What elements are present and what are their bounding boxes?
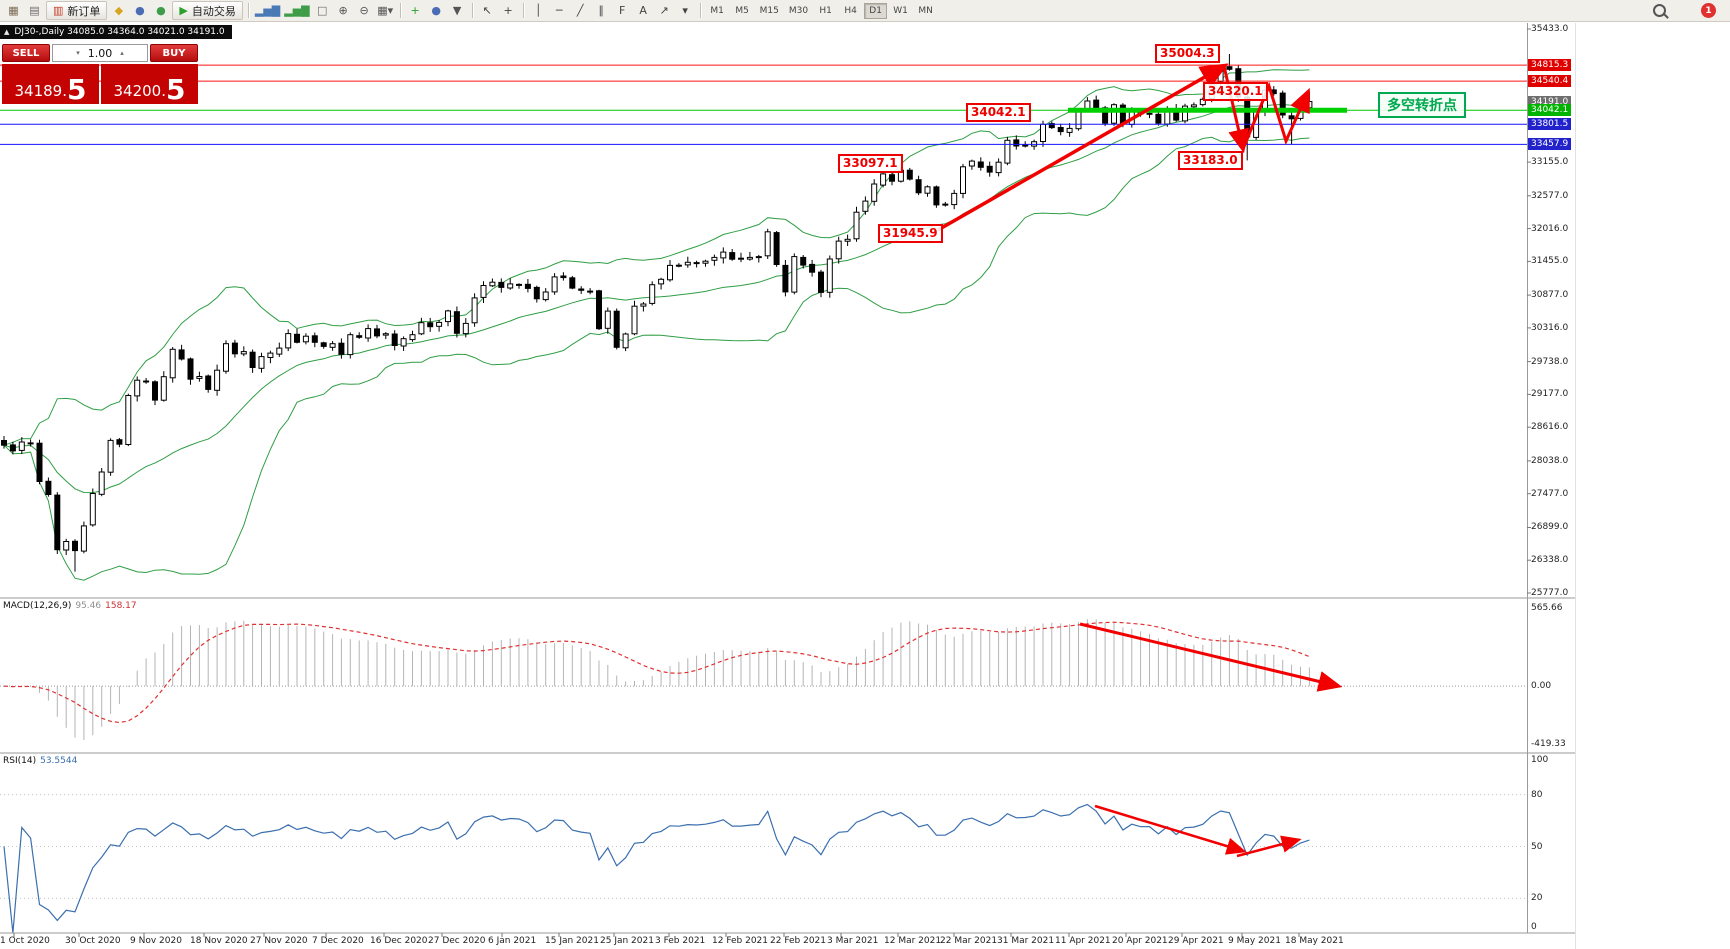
magnifier-glass-icon — [1652, 4, 1666, 17]
zoom-in-icon[interactable]: ⊕ — [338, 4, 348, 17]
period-icon[interactable]: ● — [431, 4, 441, 17]
search-icon[interactable] — [1651, 3, 1667, 19]
crosshair-icon[interactable]: + — [503, 4, 513, 17]
toolbar-separator — [247, 3, 249, 18]
indicator-window-icon[interactable]: ▂▅▇ — [284, 4, 310, 17]
autotrading-button-label: 自动交易 — [191, 4, 236, 18]
chart-settings-icon[interactable]: ▼ — [452, 4, 462, 17]
chart-profiles-icon[interactable]: ▤ — [29, 4, 40, 17]
shapes-dropdown-icon[interactable]: ▾ — [682, 4, 688, 17]
fibonacci-icon[interactable]: F — [618, 4, 626, 17]
autotrading-button-icon: ▶ — [179, 4, 188, 17]
toolbar-separator — [399, 3, 401, 18]
toolbar: ▦ ▤ ▥ 新订单 ◆ ● ● ▶ 自动交易 ▂▅▇ ▂▅▇ □ ⊕ ⊖ ▦▾ + ● ▼ ↖ + │ ─ ╱ ∥ F A ↗ ▾ M1… — [0, 0, 1730, 22]
new-chart-icon[interactable]: ▦ — [8, 4, 19, 17]
toolbar-separator — [522, 3, 524, 18]
trendline-icon[interactable]: ╱ — [576, 4, 584, 17]
volume-down-icon[interactable]: ▾ — [76, 49, 80, 57]
macd-main-value: 95.46 — [75, 601, 102, 611]
ask-price[interactable]: 34200. 5 — [101, 64, 198, 104]
bid-price-main: 34189. — [14, 82, 68, 100]
zoom-out-icon[interactable]: ⊖ — [359, 4, 369, 17]
volume-up-icon[interactable]: ▴ — [120, 49, 124, 57]
chart-title: DJ30-,Daily 34085.0 34364.0 34021.0 3419… — [14, 27, 225, 37]
timeframe-m1-button[interactable]: M1 — [710, 5, 724, 16]
objects-list-icon[interactable]: □ — [316, 4, 328, 17]
arrows-icon[interactable]: ↗ — [659, 4, 669, 17]
chart-caption: ▲ DJ30-,Daily 34085.0 34364.0 34021.0 34… — [0, 25, 232, 39]
autotrading-button[interactable]: ▶ 自动交易 — [172, 1, 243, 20]
toolbar-left-group: ▦ ▤ ▥ 新订单 ◆ ● ● ▶ 自动交易 ▂▅▇ ▂▅▇ □ ⊕ ⊖ ▦▾ + ● ▼ ↖ + │ ─ ╱ ∥ F A ↗ ▾ M1… — [4, 1, 937, 20]
text-icon[interactable]: A — [639, 4, 647, 17]
timeframe-mn-button[interactable]: MN — [918, 5, 933, 16]
notification-badge[interactable]: 1 — [1701, 3, 1716, 18]
hline-icon[interactable]: ─ — [555, 4, 563, 17]
ask-price-main: 34200. — [113, 82, 167, 100]
timeframe-h4-button[interactable]: H4 — [844, 5, 857, 16]
bid-price-big-digit: 5 — [67, 73, 87, 107]
one-click-trading-panel: SELL ▾ 1.00 ▴ BUY 34189. 5 34200. 5 — [2, 44, 198, 104]
volume-stepper[interactable]: ▾ 1.00 ▴ — [52, 44, 148, 62]
new-order-button[interactable]: ▥ 新订单 — [46, 1, 108, 20]
toolbar-separator — [699, 3, 701, 18]
navigator-icon[interactable]: ● — [135, 4, 145, 17]
toolbar-right-group: 1 — [1651, 3, 1726, 19]
tile-windows-icon[interactable]: ▦▾ — [377, 4, 394, 17]
rsi-label: RSI(14) 53.5544 — [3, 756, 77, 766]
help-icon[interactable]: ● — [156, 4, 166, 17]
timeframe-d1-button[interactable]: D1 — [864, 2, 888, 19]
macd-signal-value: 158.17 — [105, 601, 137, 611]
panel-toggle-icon[interactable]: ▲ — [4, 28, 10, 36]
rsi-value: 53.5544 — [40, 756, 78, 766]
timeframe-m30-button[interactable]: M30 — [788, 5, 809, 16]
new-order-button-label: 新订单 — [67, 4, 101, 18]
market-watch-icon[interactable]: ◆ — [114, 4, 124, 17]
sell-button[interactable]: SELL — [2, 44, 50, 62]
vline-icon[interactable]: │ — [534, 4, 542, 17]
timeframe-m5-button[interactable]: M5 — [735, 5, 749, 16]
timeframe-w1-button[interactable]: W1 — [893, 5, 908, 16]
timeframe-m15-button[interactable]: M15 — [759, 5, 779, 16]
new-order-button-icon: ▥ — [53, 4, 64, 17]
insert-indicator-icon[interactable]: + — [410, 4, 420, 17]
macd-label: MACD(12,26,9) 95.46 158.17 — [3, 601, 137, 611]
macd-name: MACD(12,26,9) — [3, 601, 72, 611]
rsi-name: RSI(14) — [3, 756, 37, 766]
toolbar-separator — [471, 3, 473, 18]
bid-price[interactable]: 34189. 5 — [2, 64, 99, 104]
volume-value[interactable]: 1.00 — [87, 46, 113, 60]
cursor-icon[interactable]: ↖ — [482, 4, 492, 17]
timeframe-h1-button[interactable]: H1 — [819, 5, 832, 16]
indicators-icon[interactable]: ▂▅▇ — [254, 4, 281, 17]
turning-point-label[interactable]: 多空转折点 — [1378, 92, 1466, 118]
channel-icon[interactable]: ∥ — [598, 4, 604, 17]
buy-button[interactable]: BUY — [150, 44, 198, 62]
ask-price-big-digit: 5 — [166, 73, 186, 107]
